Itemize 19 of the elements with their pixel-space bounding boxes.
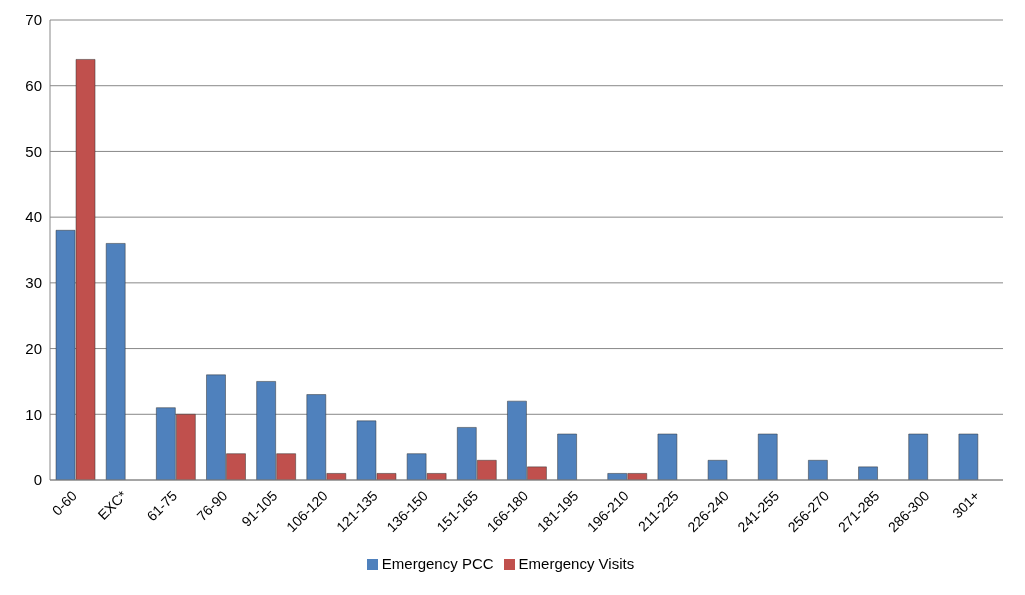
legend-label: Emergency Visits	[518, 555, 635, 572]
legend-label: Emergency PCC	[381, 555, 494, 572]
bar	[657, 433, 678, 480]
bar	[557, 433, 577, 480]
bar	[958, 433, 979, 480]
y-tick-label: 0	[33, 471, 42, 489]
y-tick-label: 10	[25, 405, 42, 423]
y-tick-label: 30	[25, 274, 42, 292]
bar	[707, 460, 728, 480]
y-tick-label: 60	[25, 77, 42, 95]
bar	[105, 243, 126, 480]
bar	[757, 433, 778, 480]
bar	[858, 466, 878, 480]
y-tick-label: 50	[25, 142, 42, 160]
bar	[908, 433, 928, 480]
y-tick-label: 70	[25, 11, 42, 29]
y-tick-label: 20	[25, 339, 42, 357]
y-tick-label: 40	[25, 208, 42, 226]
bar	[808, 460, 828, 480]
